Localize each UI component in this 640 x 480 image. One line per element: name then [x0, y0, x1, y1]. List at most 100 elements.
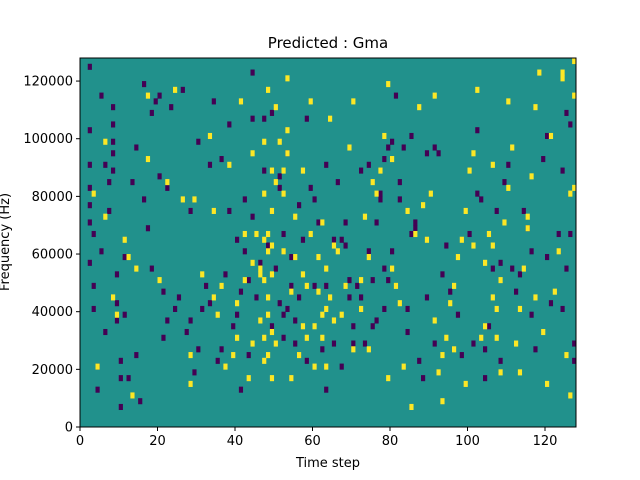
heatmap-cell-low	[215, 357, 220, 364]
heatmap-cell-low	[134, 352, 139, 359]
heatmap-cell-high	[165, 179, 170, 186]
heatmap-cell-low	[498, 357, 503, 364]
heatmap-cell-high	[498, 369, 503, 376]
heatmap-cell-low	[281, 311, 286, 318]
heatmap-cell-low	[87, 161, 92, 168]
heatmap-cell-low	[355, 282, 360, 289]
heatmap-cell-high	[269, 242, 275, 249]
heatmap-cell-low	[91, 282, 96, 289]
heatmap-cell-high	[572, 58, 577, 65]
heatmap-cell-low	[91, 305, 96, 312]
x-tick-label: 120	[533, 434, 558, 449]
heatmap-cell-high	[362, 213, 368, 220]
heatmap-cell-high	[452, 282, 457, 289]
heatmap-cell-high	[211, 294, 216, 301]
heatmap-cell-low	[262, 167, 267, 174]
heatmap-cell-low	[196, 138, 201, 145]
heatmap-cell-low	[269, 109, 275, 116]
heatmap-cell-high	[343, 282, 348, 289]
heatmap-cell-high	[494, 305, 499, 312]
heatmap-cell-high	[250, 150, 255, 157]
heatmap-cell-low	[211, 98, 216, 105]
heatmap-cell-high	[289, 375, 294, 382]
heatmap-cell-low	[564, 109, 569, 116]
heatmap-cell-low	[266, 242, 271, 249]
heatmap-cell-high	[506, 98, 511, 105]
heatmap-cell-low	[250, 69, 255, 76]
heatmap-cell-high	[103, 138, 108, 145]
heatmap-cell-high	[510, 144, 515, 151]
heatmap-cell-low	[227, 121, 232, 128]
heatmap-cell-high	[254, 230, 259, 238]
heatmap-cell-low	[200, 305, 205, 312]
heatmap-cell-high	[312, 323, 317, 330]
heatmap-cell-high	[521, 265, 526, 272]
heatmap-cell-low	[207, 161, 213, 168]
heatmap-cell-low	[130, 179, 135, 186]
heatmap-cell-low	[324, 161, 329, 168]
heatmap-cell-high	[525, 225, 530, 232]
x-tick-label: 0	[76, 434, 84, 449]
heatmap-cell-high	[428, 190, 433, 197]
heatmap-cell-low	[258, 259, 263, 266]
heatmap-cell-low	[479, 196, 484, 203]
heatmap-cell-low	[467, 230, 472, 238]
heatmap-cell-low	[238, 386, 244, 393]
heatmap-cell-high	[250, 340, 255, 347]
heatmap-cell-high	[498, 277, 503, 284]
y-tick-label: 0	[65, 421, 73, 436]
heatmap-cell-low	[161, 288, 166, 295]
heatmap-cell-low	[114, 317, 120, 324]
heatmap-cell-high	[180, 196, 185, 203]
heatmap-cell-high	[242, 277, 247, 284]
heatmap-cell-low	[207, 300, 213, 307]
y-axis-label: Frequency (Hz)	[0, 193, 13, 291]
heatmap-cell-high	[328, 115, 333, 122]
heatmap-cell-high	[463, 207, 468, 214]
heatmap-cell-low	[351, 323, 356, 330]
heatmap-cell-low	[312, 196, 317, 203]
heatmap-cell-high	[242, 230, 247, 238]
heatmap-cell-low	[351, 340, 356, 347]
heatmap-cell-low	[219, 156, 224, 163]
heatmap-cell-low	[506, 161, 511, 168]
heatmap-cell-low	[362, 340, 368, 347]
heatmap-cell-low	[347, 277, 352, 284]
heatmap-cell-high	[157, 277, 162, 284]
heatmap-cell-low	[564, 265, 569, 272]
heatmap-cell-low	[502, 179, 507, 186]
heatmap-cell-low	[308, 184, 313, 191]
heatmap-cell-low	[448, 288, 453, 295]
heatmap-cell-low	[250, 115, 255, 122]
heatmap-cell-high	[374, 190, 379, 197]
heatmap-cell-low	[572, 357, 577, 364]
heatmap-cell-low	[95, 386, 100, 393]
heatmap-cell-low	[374, 219, 379, 226]
heatmap-cell-low	[378, 190, 383, 197]
heatmap-cell-high	[200, 271, 205, 278]
heatmap-cell-low	[455, 311, 461, 318]
heatmap-cell-high	[316, 288, 321, 295]
heatmap-cell-high	[281, 167, 286, 174]
heatmap-cell-high	[393, 282, 399, 289]
heatmap-cell-high	[560, 75, 565, 82]
heatmap-cell-low	[246, 352, 251, 359]
heatmap-cell-high	[386, 81, 391, 88]
heatmap-cell-low	[471, 340, 476, 347]
heatmap-cell-high	[556, 248, 561, 255]
heatmap-cell-low	[204, 282, 209, 289]
heatmap-cell-low	[227, 207, 232, 214]
heatmap-cell-high	[95, 363, 100, 370]
y-tick-label: 20000	[32, 363, 73, 378]
heatmap-cell-high	[359, 305, 364, 312]
heatmap-cell-low	[87, 219, 92, 226]
heatmap-cell-high	[266, 86, 271, 93]
heatmap-cell-high	[262, 334, 267, 341]
heatmap-cell-high	[471, 242, 476, 249]
heatmap-cell-high	[266, 352, 271, 359]
heatmap-cell-high	[397, 300, 402, 307]
x-tick-label: 60	[304, 434, 321, 449]
heatmap-cell-low	[122, 254, 127, 261]
axis-ticks: 0 20 40 60 80 100 120 0 20000 40000 60000 80000 1000…	[23, 75, 557, 449]
